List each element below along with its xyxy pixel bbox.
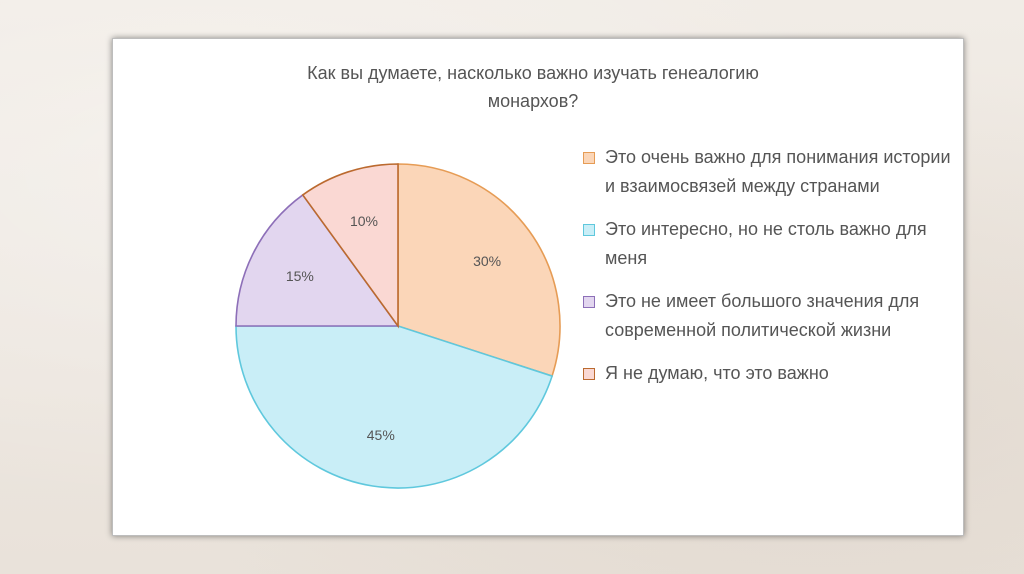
pie-slice-label-1: 30% bbox=[473, 253, 501, 269]
legend-item-3: Это не имеет большого значения для совре… bbox=[583, 287, 953, 345]
legend-item-2: Это интересно, но не столь важно для мен… bbox=[583, 215, 953, 273]
legend-label-4: Я не думаю, что это важно bbox=[605, 363, 829, 383]
pie-slice-2 bbox=[235, 325, 554, 489]
chart-card: Как вы думаете, насколько важно изучать … bbox=[112, 38, 964, 536]
pie-slice-3 bbox=[235, 193, 400, 327]
pie-slice-label-4: 10% bbox=[350, 213, 378, 229]
legend-item-4: Я не думаю, что это важно bbox=[583, 359, 953, 388]
legend-label-2: Это интересно, но не столь важно для мен… bbox=[605, 219, 927, 268]
legend-label-1: Это очень важно для понимания истории и … bbox=[605, 147, 951, 196]
pie-slice-1 bbox=[397, 163, 561, 378]
chart-title: Как вы думаете, насколько важно изучать … bbox=[173, 59, 893, 115]
chart-title-line-1: Как вы думаете, насколько важно изучать … bbox=[307, 63, 759, 83]
legend-label-3: Это не имеет большого значения для совре… bbox=[605, 291, 920, 340]
legend-swatch-1 bbox=[583, 152, 595, 164]
pie-slice-label-3: 15% bbox=[286, 268, 314, 284]
legend-item-1: Это очень важно для понимания истории и … bbox=[583, 143, 953, 201]
legend-swatch-4 bbox=[583, 368, 595, 380]
pie-chart: 30% 45% 15% 10% bbox=[235, 163, 561, 489]
pie-slice-label-2: 45% bbox=[367, 427, 395, 443]
legend-swatch-3 bbox=[583, 296, 595, 308]
pie-slice-4 bbox=[301, 163, 399, 329]
legend: Это очень важно для понимания истории и … bbox=[583, 143, 953, 402]
chart-title-line-2: монархов? bbox=[487, 91, 579, 111]
legend-swatch-2 bbox=[583, 224, 595, 236]
